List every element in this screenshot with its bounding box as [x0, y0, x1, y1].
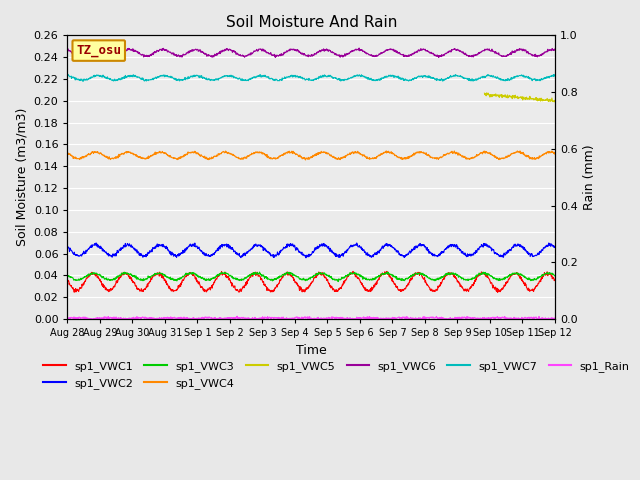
sp1_VWC4: [160, 151, 168, 156]
sp1_VWC7: [227, 72, 235, 78]
sp1_VWC3: [63, 273, 71, 279]
Line: sp1_Rain: sp1_Rain: [67, 316, 555, 320]
sp1_VWC3: [384, 269, 392, 275]
sp1_VWC1: [494, 289, 502, 295]
sp1_VWC4: [382, 148, 390, 154]
sp1_VWC1: [387, 275, 394, 280]
sp1_VWC6: [451, 46, 458, 51]
sp1_VWC3: [387, 271, 395, 277]
sp1_VWC2: [551, 244, 559, 250]
sp1_Rain: [161, 315, 168, 321]
sp1_VWC2: [451, 241, 458, 247]
sp1_VWC3: [334, 279, 342, 285]
sp1_VWC6: [227, 47, 234, 52]
sp1_VWC3: [451, 271, 458, 277]
sp1_VWC7: [494, 74, 502, 80]
sp1_VWC4: [63, 150, 71, 156]
Legend: sp1_VWC1, sp1_VWC2, sp1_VWC3, sp1_VWC4, sp1_VWC5, sp1_VWC6, sp1_VWC7, sp1_Rain: sp1_VWC1, sp1_VWC2, sp1_VWC3, sp1_VWC4, …: [39, 357, 634, 393]
sp1_VWC7: [64, 72, 72, 77]
sp1_VWC7: [551, 72, 559, 78]
sp1_VWC3: [227, 273, 234, 278]
sp1_VWC1: [172, 288, 180, 294]
sp1_Rain: [551, 315, 559, 321]
sp1_VWC4: [172, 156, 180, 161]
Text: TZ_osu: TZ_osu: [76, 44, 121, 57]
sp1_VWC6: [160, 47, 168, 53]
sp1_VWC2: [160, 243, 168, 249]
sp1_VWC1: [551, 277, 559, 283]
sp1_VWC3: [172, 277, 180, 283]
sp1_VWC6: [435, 55, 443, 60]
sp1_Rain: [117, 317, 125, 323]
sp1_VWC5: [493, 93, 501, 99]
X-axis label: Time: Time: [296, 344, 326, 357]
sp1_VWC4: [551, 151, 559, 157]
sp1_Rain: [494, 314, 502, 320]
sp1_VWC1: [383, 268, 391, 274]
sp1_VWC1: [160, 276, 168, 282]
sp1_VWC7: [63, 73, 71, 79]
sp1_VWC1: [451, 272, 458, 277]
sp1_VWC1: [227, 278, 234, 284]
sp1_VWC1: [493, 286, 501, 291]
sp1_VWC6: [387, 47, 394, 52]
sp1_VWC6: [172, 53, 180, 59]
sp1_VWC7: [173, 76, 180, 82]
sp1_VWC7: [79, 79, 87, 84]
Y-axis label: Rain (mm): Rain (mm): [583, 144, 596, 210]
sp1_VWC6: [494, 51, 502, 57]
sp1_VWC7: [161, 73, 168, 79]
sp1_VWC2: [63, 244, 71, 250]
sp1_VWC2: [353, 240, 360, 246]
sp1_VWC4: [302, 157, 310, 163]
sp1_VWC7: [451, 73, 458, 79]
sp1_Rain: [227, 315, 235, 321]
sp1_Rain: [451, 315, 458, 321]
sp1_VWC2: [494, 252, 502, 258]
sp1_VWC6: [551, 48, 559, 53]
sp1_VWC2: [172, 252, 180, 258]
sp1_VWC3: [160, 272, 168, 277]
sp1_Rain: [63, 314, 71, 320]
sp1_VWC5: [551, 98, 559, 104]
Line: sp1_VWC4: sp1_VWC4: [67, 151, 555, 160]
sp1_VWC4: [387, 150, 395, 156]
Line: sp1_VWC6: sp1_VWC6: [67, 48, 555, 58]
Line: sp1_VWC7: sp1_VWC7: [67, 74, 555, 82]
Line: sp1_VWC1: sp1_VWC1: [67, 271, 555, 292]
Line: sp1_VWC3: sp1_VWC3: [67, 272, 555, 282]
sp1_VWC2: [387, 242, 395, 248]
sp1_VWC4: [494, 155, 502, 161]
sp1_VWC7: [387, 72, 395, 78]
Line: sp1_VWC5: sp1_VWC5: [484, 93, 555, 102]
Line: sp1_VWC2: sp1_VWC2: [67, 243, 555, 258]
sp1_VWC2: [302, 255, 310, 261]
sp1_Rain: [234, 313, 241, 319]
Title: Soil Moisture And Rain: Soil Moisture And Rain: [225, 15, 397, 30]
sp1_VWC6: [355, 45, 363, 51]
sp1_VWC3: [494, 276, 502, 282]
sp1_VWC4: [227, 151, 234, 157]
sp1_VWC2: [227, 246, 234, 252]
sp1_Rain: [172, 315, 180, 321]
sp1_VWC4: [451, 150, 458, 156]
sp1_VWC6: [63, 47, 71, 52]
sp1_VWC3: [551, 273, 559, 278]
Y-axis label: Soil Moisture (m3/m3): Soil Moisture (m3/m3): [15, 108, 28, 246]
sp1_VWC1: [63, 276, 71, 282]
sp1_Rain: [387, 315, 395, 321]
